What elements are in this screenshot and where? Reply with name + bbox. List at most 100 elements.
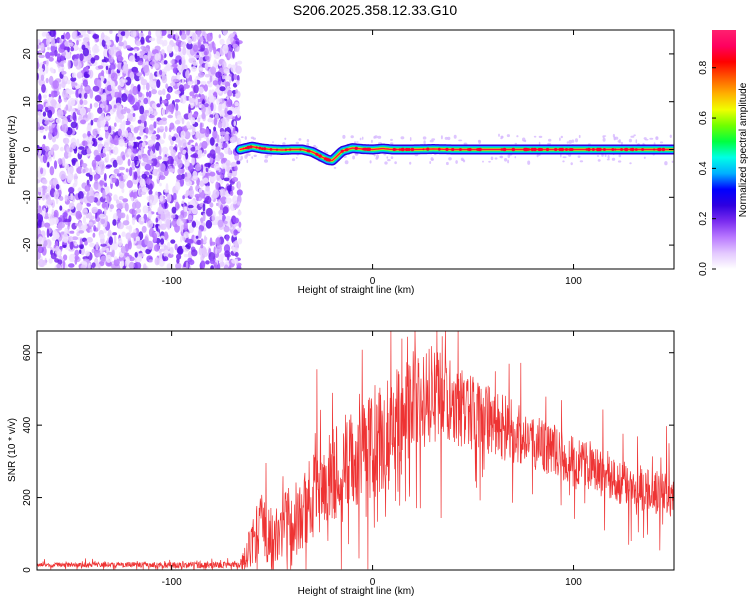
noise-blob — [175, 262, 182, 269]
ridge-peak-dot — [325, 157, 330, 162]
noise-blob — [148, 114, 155, 119]
noise-blob — [94, 55, 100, 61]
noise-blob — [204, 55, 210, 61]
noise-blob — [63, 32, 66, 42]
noise-blob — [70, 47, 74, 52]
noise-blob — [85, 213, 89, 219]
noise-blob — [154, 244, 160, 252]
noise-blob — [127, 113, 134, 122]
noise-blob — [53, 209, 59, 219]
noise-blob — [130, 30, 137, 38]
noise-blob — [152, 155, 157, 159]
noise-blob — [69, 230, 75, 234]
noise-blob — [197, 39, 201, 49]
noise-blob — [232, 43, 239, 49]
noise-blob — [218, 34, 221, 39]
noise-blob — [159, 69, 163, 76]
noise-blob — [88, 143, 93, 149]
noise-blob — [209, 171, 216, 177]
ridge-peak-dot — [614, 148, 617, 151]
ridge-speck — [488, 160, 491, 163]
noise-blob — [50, 37, 56, 47]
noise-blob — [205, 260, 210, 265]
noise-blob — [141, 162, 146, 167]
noise-blob — [179, 178, 185, 187]
noise-blob — [106, 153, 109, 162]
noise-blob — [69, 240, 74, 250]
ridge-speck — [431, 138, 436, 141]
noise-blob — [233, 120, 237, 127]
noise-blob — [55, 118, 62, 124]
noise-blob — [43, 135, 46, 140]
noise-blob — [176, 126, 183, 134]
snr-series-line — [37, 331, 674, 570]
ridge-speck — [504, 158, 508, 162]
noise-blob — [117, 114, 125, 120]
ridge-speck — [359, 137, 362, 141]
noise-blob — [48, 93, 52, 98]
noise-blob — [191, 156, 196, 166]
noise-blob — [130, 107, 134, 115]
noise-blob — [103, 182, 108, 187]
noise-blob — [76, 138, 80, 148]
noise-blob — [203, 84, 208, 92]
noise-blob — [124, 120, 131, 126]
noise-blob — [227, 110, 233, 115]
ridge-speck — [575, 138, 578, 143]
colorbar-tick-label: 0.4 — [698, 161, 709, 175]
noise-blob — [149, 124, 154, 131]
noise-blob — [195, 96, 199, 106]
noise-blob — [184, 161, 190, 167]
ridge-speck — [394, 161, 397, 165]
noise-blob — [113, 256, 118, 260]
noise-blob — [86, 124, 92, 134]
noise-blob — [175, 39, 183, 48]
noise-blob — [140, 45, 146, 50]
noise-blob — [193, 84, 199, 94]
noise-blob — [156, 103, 161, 108]
noise-blob — [229, 136, 236, 144]
noise-blob — [208, 117, 213, 123]
noise-blob — [183, 231, 190, 239]
noise-blob — [80, 224, 88, 230]
noise-blob — [93, 174, 99, 182]
noise-blob — [75, 161, 79, 168]
noise-blob — [195, 131, 201, 139]
noise-blob — [71, 159, 76, 166]
ridge-speck — [444, 136, 449, 140]
noise-blob — [204, 162, 212, 168]
ridge-speck — [607, 155, 610, 160]
y-tick-label: -10 — [22, 190, 33, 205]
noise-blob — [54, 49, 58, 57]
ridge-peak-dot — [299, 148, 302, 151]
noise-blob — [178, 154, 182, 158]
noise-blob — [203, 47, 209, 56]
noise-blob — [157, 127, 160, 134]
noise-blob — [66, 79, 71, 85]
noise-blob — [212, 80, 219, 86]
noise-blob — [88, 212, 92, 220]
noise-blob — [46, 199, 53, 205]
ridge-peak-dot — [657, 147, 661, 152]
noise-blob — [230, 190, 234, 196]
noise-blob — [37, 68, 44, 72]
ridge-speck — [446, 161, 449, 166]
noise-blob — [212, 221, 219, 226]
ridge-peak-dot — [340, 149, 344, 153]
noise-blob — [185, 261, 189, 269]
ridge-speck — [620, 141, 624, 145]
noise-blob — [47, 155, 53, 162]
noise-blob — [167, 114, 173, 119]
noise-blob — [82, 99, 88, 105]
noise-blob — [59, 38, 62, 44]
ridge-speck — [272, 141, 274, 144]
ridge-peak-dot — [634, 148, 638, 151]
noise-blob — [59, 146, 64, 152]
noise-blob — [132, 104, 138, 109]
noise-blob — [190, 154, 197, 158]
noise-blob — [201, 30, 207, 36]
noise-blob — [101, 202, 107, 209]
noise-blob — [89, 103, 93, 110]
noise-blob — [130, 196, 134, 202]
ridge-peak-dot — [401, 147, 405, 152]
